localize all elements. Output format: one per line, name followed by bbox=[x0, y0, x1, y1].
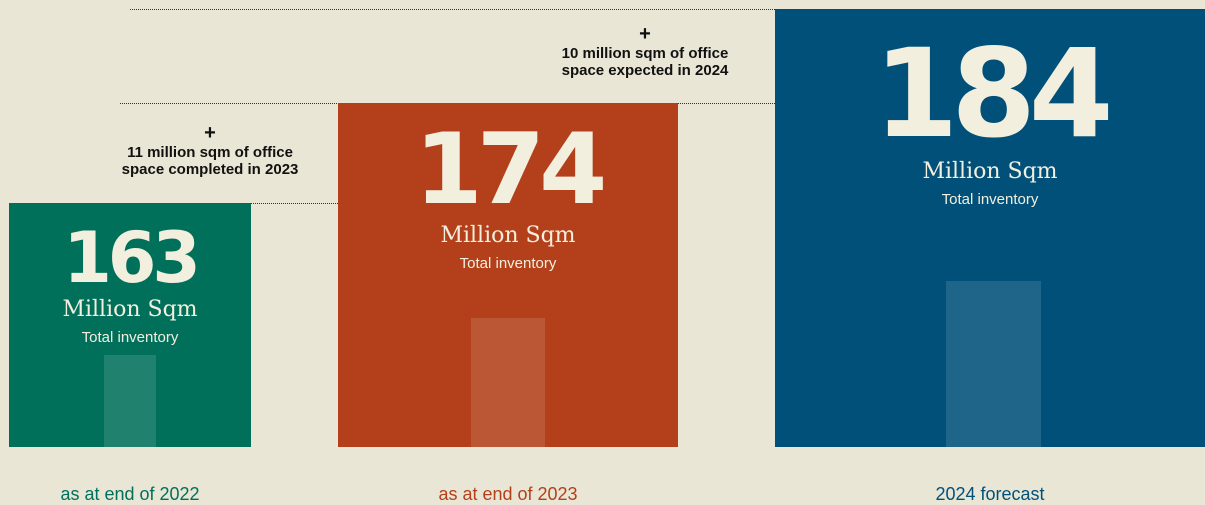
category-label-2024: 2024 forecast bbox=[935, 484, 1045, 504]
bar-2023: 174 Million Sqm Total inventory bbox=[338, 103, 678, 447]
annotation-line2-2: space expected in 2024 bbox=[561, 62, 729, 79]
sublabel-2023: Total inventory bbox=[459, 255, 557, 273]
category-label-2023: as at end of 2023 bbox=[438, 484, 578, 504]
annotation-line1-2: 10 million sqm of office bbox=[561, 45, 729, 62]
unit-label-2022: Million Sqm bbox=[62, 297, 198, 322]
value-label-2024: 184 bbox=[873, 23, 1114, 165]
annotation-plus-2: + bbox=[639, 23, 651, 45]
bar-2024-inner-block bbox=[946, 281, 1041, 447]
bar-2024: 184 Million Sqm Total inventory bbox=[775, 9, 1205, 447]
category-label-2022: as at end of 2022 bbox=[60, 484, 200, 504]
sublabel-2024: Total inventory bbox=[941, 191, 1039, 209]
bar-2022: 163 Million Sqm Total inventory bbox=[9, 203, 251, 447]
value-label-2023: 174 bbox=[414, 113, 608, 227]
sublabel-2022: Total inventory bbox=[81, 329, 179, 347]
guide-line-2024 bbox=[130, 9, 775, 10]
unit-label-2023: Million Sqm bbox=[440, 223, 576, 248]
annotation-2024-expected: + 10 million sqm of office space expecte… bbox=[520, 23, 770, 79]
value-label-2022: 163 bbox=[63, 217, 201, 299]
annotation-line2-1: space completed in 2023 bbox=[121, 161, 299, 178]
bar-2023-inner-block bbox=[471, 318, 545, 447]
guide-line-2022 bbox=[248, 203, 338, 204]
annotation-plus-1: + bbox=[204, 122, 216, 144]
bar-2022-inner-block bbox=[104, 355, 156, 447]
annotation-line1-1: 11 million sqm of office bbox=[127, 144, 293, 161]
annotation-2023-completed: + 11 million sqm of office space complet… bbox=[85, 122, 335, 178]
unit-label-2024: Million Sqm bbox=[922, 159, 1058, 184]
